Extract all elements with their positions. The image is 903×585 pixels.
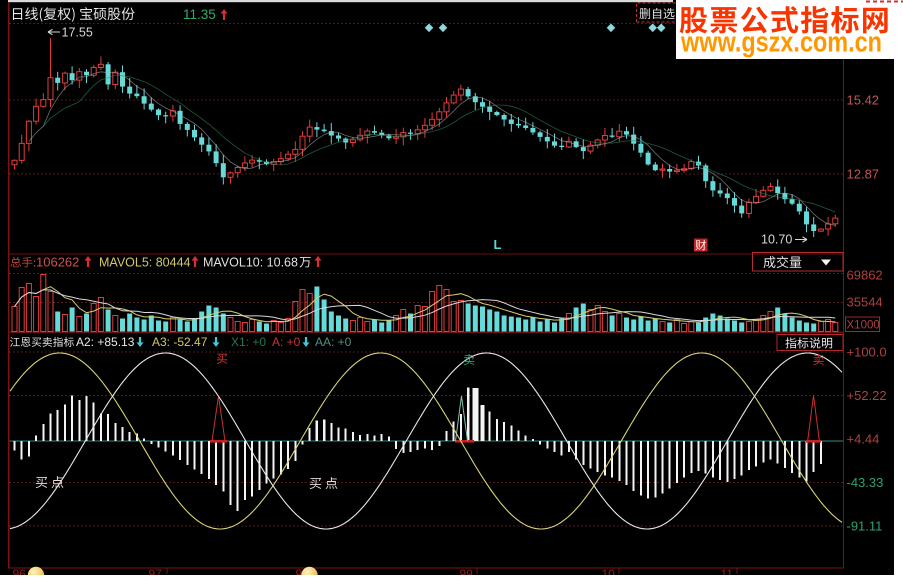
svg-text:97: 97 — [149, 567, 163, 581]
svg-text:+100.0: +100.0 — [847, 345, 887, 360]
svg-text:X1: +0: X1: +0 — [231, 335, 266, 349]
svg-text:99: 99 — [460, 567, 474, 581]
svg-text:15.42: 15.42 — [847, 93, 880, 108]
svg-text:A2: +85.13: A2: +85.13 — [76, 335, 135, 349]
svg-text:35544: 35544 — [847, 295, 883, 310]
svg-text:A: +0: A: +0 — [272, 335, 301, 349]
svg-text:12.87: 12.87 — [847, 167, 880, 182]
svg-text:A3: -52.47: A3: -52.47 — [152, 335, 208, 349]
svg-text:MAVOL10: 10.68: MAVOL10: 10.68 — [203, 256, 298, 270]
svg-text:AA: +0: AA: +0 — [315, 335, 352, 349]
svg-text:MAVOL5: 80444: MAVOL5: 80444 — [99, 256, 191, 270]
svg-text:10: 10 — [602, 567, 616, 581]
svg-text:106262: 106262 — [36, 255, 79, 270]
svg-text:98: 98 — [296, 567, 310, 581]
svg-text:-43.33: -43.33 — [847, 475, 884, 490]
svg-text:www.gszx.com.cn: www.gszx.com.cn — [680, 26, 882, 58]
svg-text:96: 96 — [13, 567, 27, 581]
svg-text:+4.44: +4.44 — [847, 432, 880, 447]
svg-text:+52.22: +52.22 — [847, 388, 887, 403]
svg-text:17.55: 17.55 — [62, 26, 93, 40]
svg-text:X1000: X1000 — [847, 320, 880, 332]
svg-text:11: 11 — [721, 567, 734, 581]
svg-text:11.35: 11.35 — [183, 7, 216, 22]
svg-text:L: L — [494, 237, 502, 252]
svg-text:69862: 69862 — [847, 268, 883, 283]
svg-text:-91.11: -91.11 — [847, 519, 883, 534]
svg-text:10.70: 10.70 — [761, 233, 792, 247]
